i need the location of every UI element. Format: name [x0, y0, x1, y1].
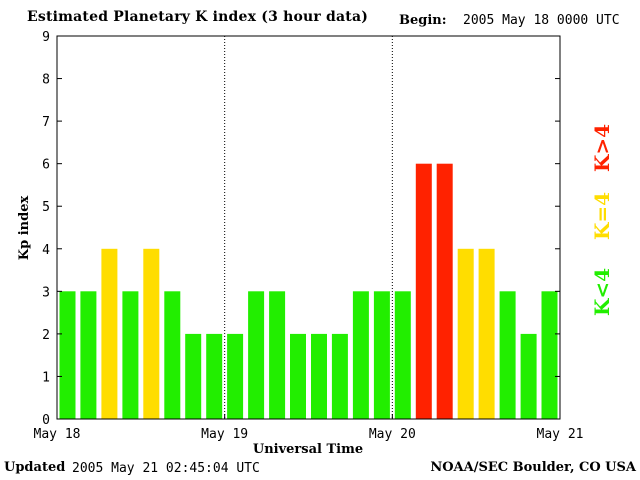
kp-bar: [331, 333, 348, 419]
y-tick-label: 6: [42, 158, 50, 173]
kp-bar: [269, 291, 286, 419]
kp-bar: [59, 291, 76, 419]
y-tick-label: 9: [42, 30, 50, 45]
y-tick-label: 1: [42, 370, 50, 385]
kp-bar: [457, 248, 474, 419]
y-tick-label: 5: [42, 200, 50, 215]
legend-item: K=4: [590, 192, 614, 240]
x-tick-labels: May 18 May 19 May 20 May 21: [34, 427, 584, 442]
kp-bar: [206, 333, 223, 419]
kp-bar: [478, 248, 495, 419]
chart-title: Estimated Planetary K index (3 hour data…: [27, 9, 369, 25]
legend-item: K<4: [590, 268, 614, 316]
begin-date: 2005 May 18 0000 UTC: [463, 13, 620, 28]
kp-bar: [101, 248, 118, 419]
y-tick-label: 0: [42, 413, 50, 428]
x-axis-title: Universal Time: [253, 442, 363, 457]
y-tick-label: 4: [42, 243, 50, 258]
kp-bar: [143, 248, 160, 419]
kp-bar: [352, 291, 369, 419]
kp-bar: [499, 291, 516, 419]
legend-item: K>4: [590, 124, 614, 172]
y-tick-labels: 0 1 2 3 4 5 6 7 8 9: [42, 30, 50, 428]
kp-bar: [290, 333, 306, 419]
bars-group: [59, 163, 558, 419]
kp-bar: [394, 291, 411, 419]
kp-bar: [311, 333, 327, 419]
y-axis-title: Kp index: [17, 196, 32, 261]
kp-bar: [80, 291, 97, 419]
kp-bar: [520, 333, 537, 419]
x-tick-label: May 19: [201, 427, 248, 442]
kp-bar: [185, 333, 202, 419]
kp-bar: [541, 291, 558, 419]
x-tick-label: May 21: [537, 427, 584, 442]
kp-bar: [436, 163, 453, 419]
plot-frame: [56, 35, 561, 420]
y-tick-label: 2: [42, 328, 50, 343]
y-tick-label: 8: [42, 73, 50, 88]
updated-date: 2005 May 21 02:45:04 UTC: [72, 461, 260, 476]
legend: K<4 K=4 K>4: [590, 124, 614, 316]
x-tick-label: May 18: [34, 427, 81, 442]
kp-bar: [227, 333, 244, 419]
source-credit: NOAA/SEC Boulder, CO USA: [430, 460, 636, 475]
x-tick-label: May 20: [369, 427, 416, 442]
y-tick-label: 3: [42, 285, 50, 300]
kp-bar: [373, 291, 390, 419]
kp-bar: [122, 291, 139, 419]
begin-label: Begin:: [399, 13, 447, 28]
kp-bar: [248, 291, 265, 419]
kp-bar: [415, 163, 432, 419]
kp-bar: [164, 291, 181, 419]
day-dividers: [224, 36, 393, 419]
updated-label: Updated: [4, 460, 66, 475]
y-tick-label: 7: [42, 115, 50, 130]
